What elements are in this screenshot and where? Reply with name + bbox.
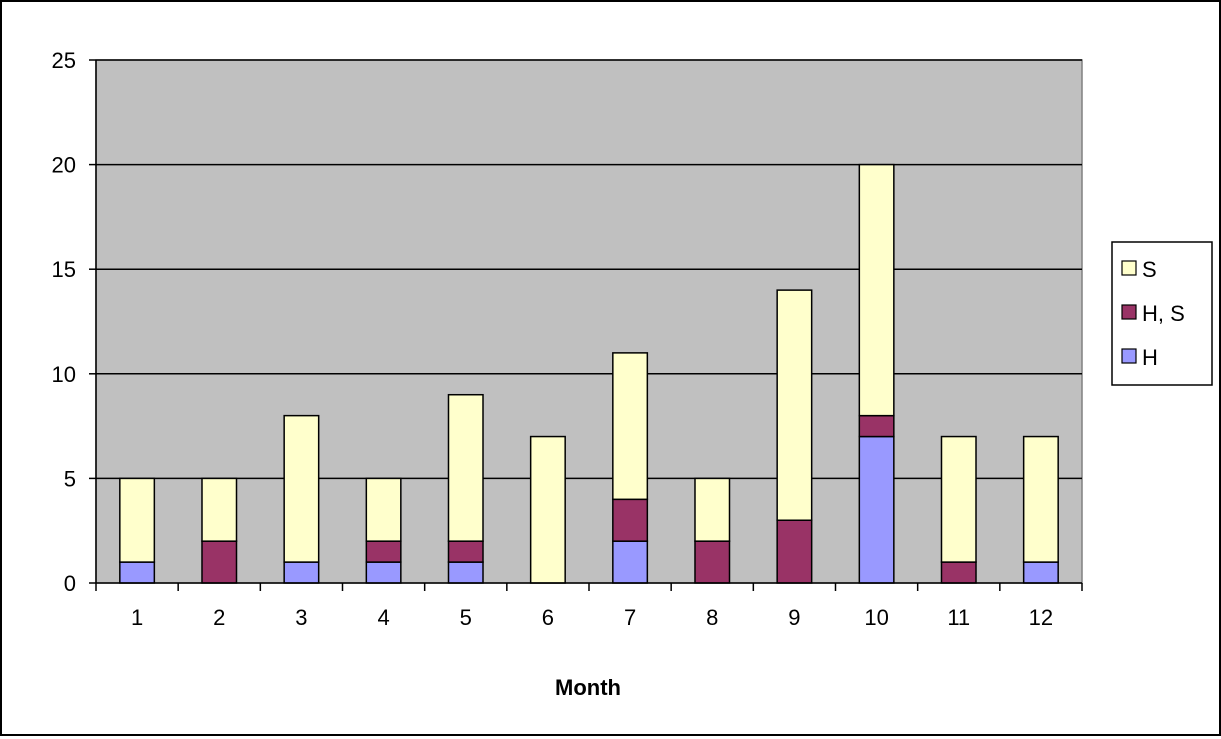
x-tick-label: 7	[624, 605, 636, 630]
x-tick-label: 10	[864, 605, 888, 630]
x-tick-label: 5	[460, 605, 472, 630]
bar-segment	[283, 414, 320, 563]
legend-swatch	[1121, 304, 1137, 320]
legend-label: S	[1142, 257, 1157, 282]
bar-segment	[119, 561, 156, 584]
bar-segment	[694, 540, 731, 584]
x-tick-label: 4	[377, 605, 389, 630]
bar-segment	[612, 352, 649, 501]
bar-segment	[612, 498, 649, 542]
bar-segment	[1022, 561, 1059, 584]
bar-segment	[612, 540, 649, 584]
legend-swatch	[1121, 260, 1137, 276]
x-tick-label: 8	[706, 605, 718, 630]
bar-segment	[365, 540, 402, 563]
bar-segment	[940, 435, 977, 563]
bar-segment	[776, 519, 813, 584]
bar-segment	[447, 540, 484, 563]
x-tick-label: 3	[295, 605, 307, 630]
y-tick-label: 10	[52, 362, 76, 387]
x-tick-label: 1	[131, 605, 143, 630]
bar-segment	[529, 435, 566, 584]
legend-label: H	[1142, 345, 1158, 370]
bar-segment	[447, 561, 484, 584]
x-tick-label: 6	[542, 605, 554, 630]
bar-segment	[119, 477, 156, 563]
legend-swatch	[1121, 348, 1137, 364]
bar-segment	[365, 561, 402, 584]
bar-segment	[1022, 435, 1059, 563]
x-tick-label: 11	[947, 605, 970, 630]
bar-segment	[940, 561, 977, 584]
bar-segment	[858, 435, 895, 584]
bar-segment	[858, 163, 895, 417]
y-tick-label: 5	[64, 466, 76, 491]
bar-segment	[201, 477, 238, 542]
bar-segment	[776, 289, 813, 521]
legend-label: H, S	[1142, 301, 1185, 326]
x-tick-label: 9	[788, 605, 800, 630]
bar-segment	[201, 540, 238, 584]
bar-segment	[365, 477, 402, 542]
plot-area	[95, 59, 1083, 584]
bars	[119, 163, 1059, 584]
y-tick-label: 20	[52, 153, 76, 178]
bar-segment	[858, 414, 895, 438]
x-axis-title: Month	[555, 675, 621, 700]
y-tick-label: 25	[52, 48, 76, 73]
plot-background	[95, 59, 1083, 584]
bar-segment	[283, 561, 320, 584]
bar-segment	[447, 393, 484, 542]
y-tick-label: 0	[64, 571, 76, 596]
x-tick-label: 2	[213, 605, 225, 630]
legend: S H, S H	[1111, 241, 1213, 386]
x-tick-label: 12	[1029, 605, 1053, 630]
gridlines	[96, 59, 1082, 480]
bar-segment	[694, 477, 731, 542]
y-tick-label: 15	[52, 257, 76, 282]
